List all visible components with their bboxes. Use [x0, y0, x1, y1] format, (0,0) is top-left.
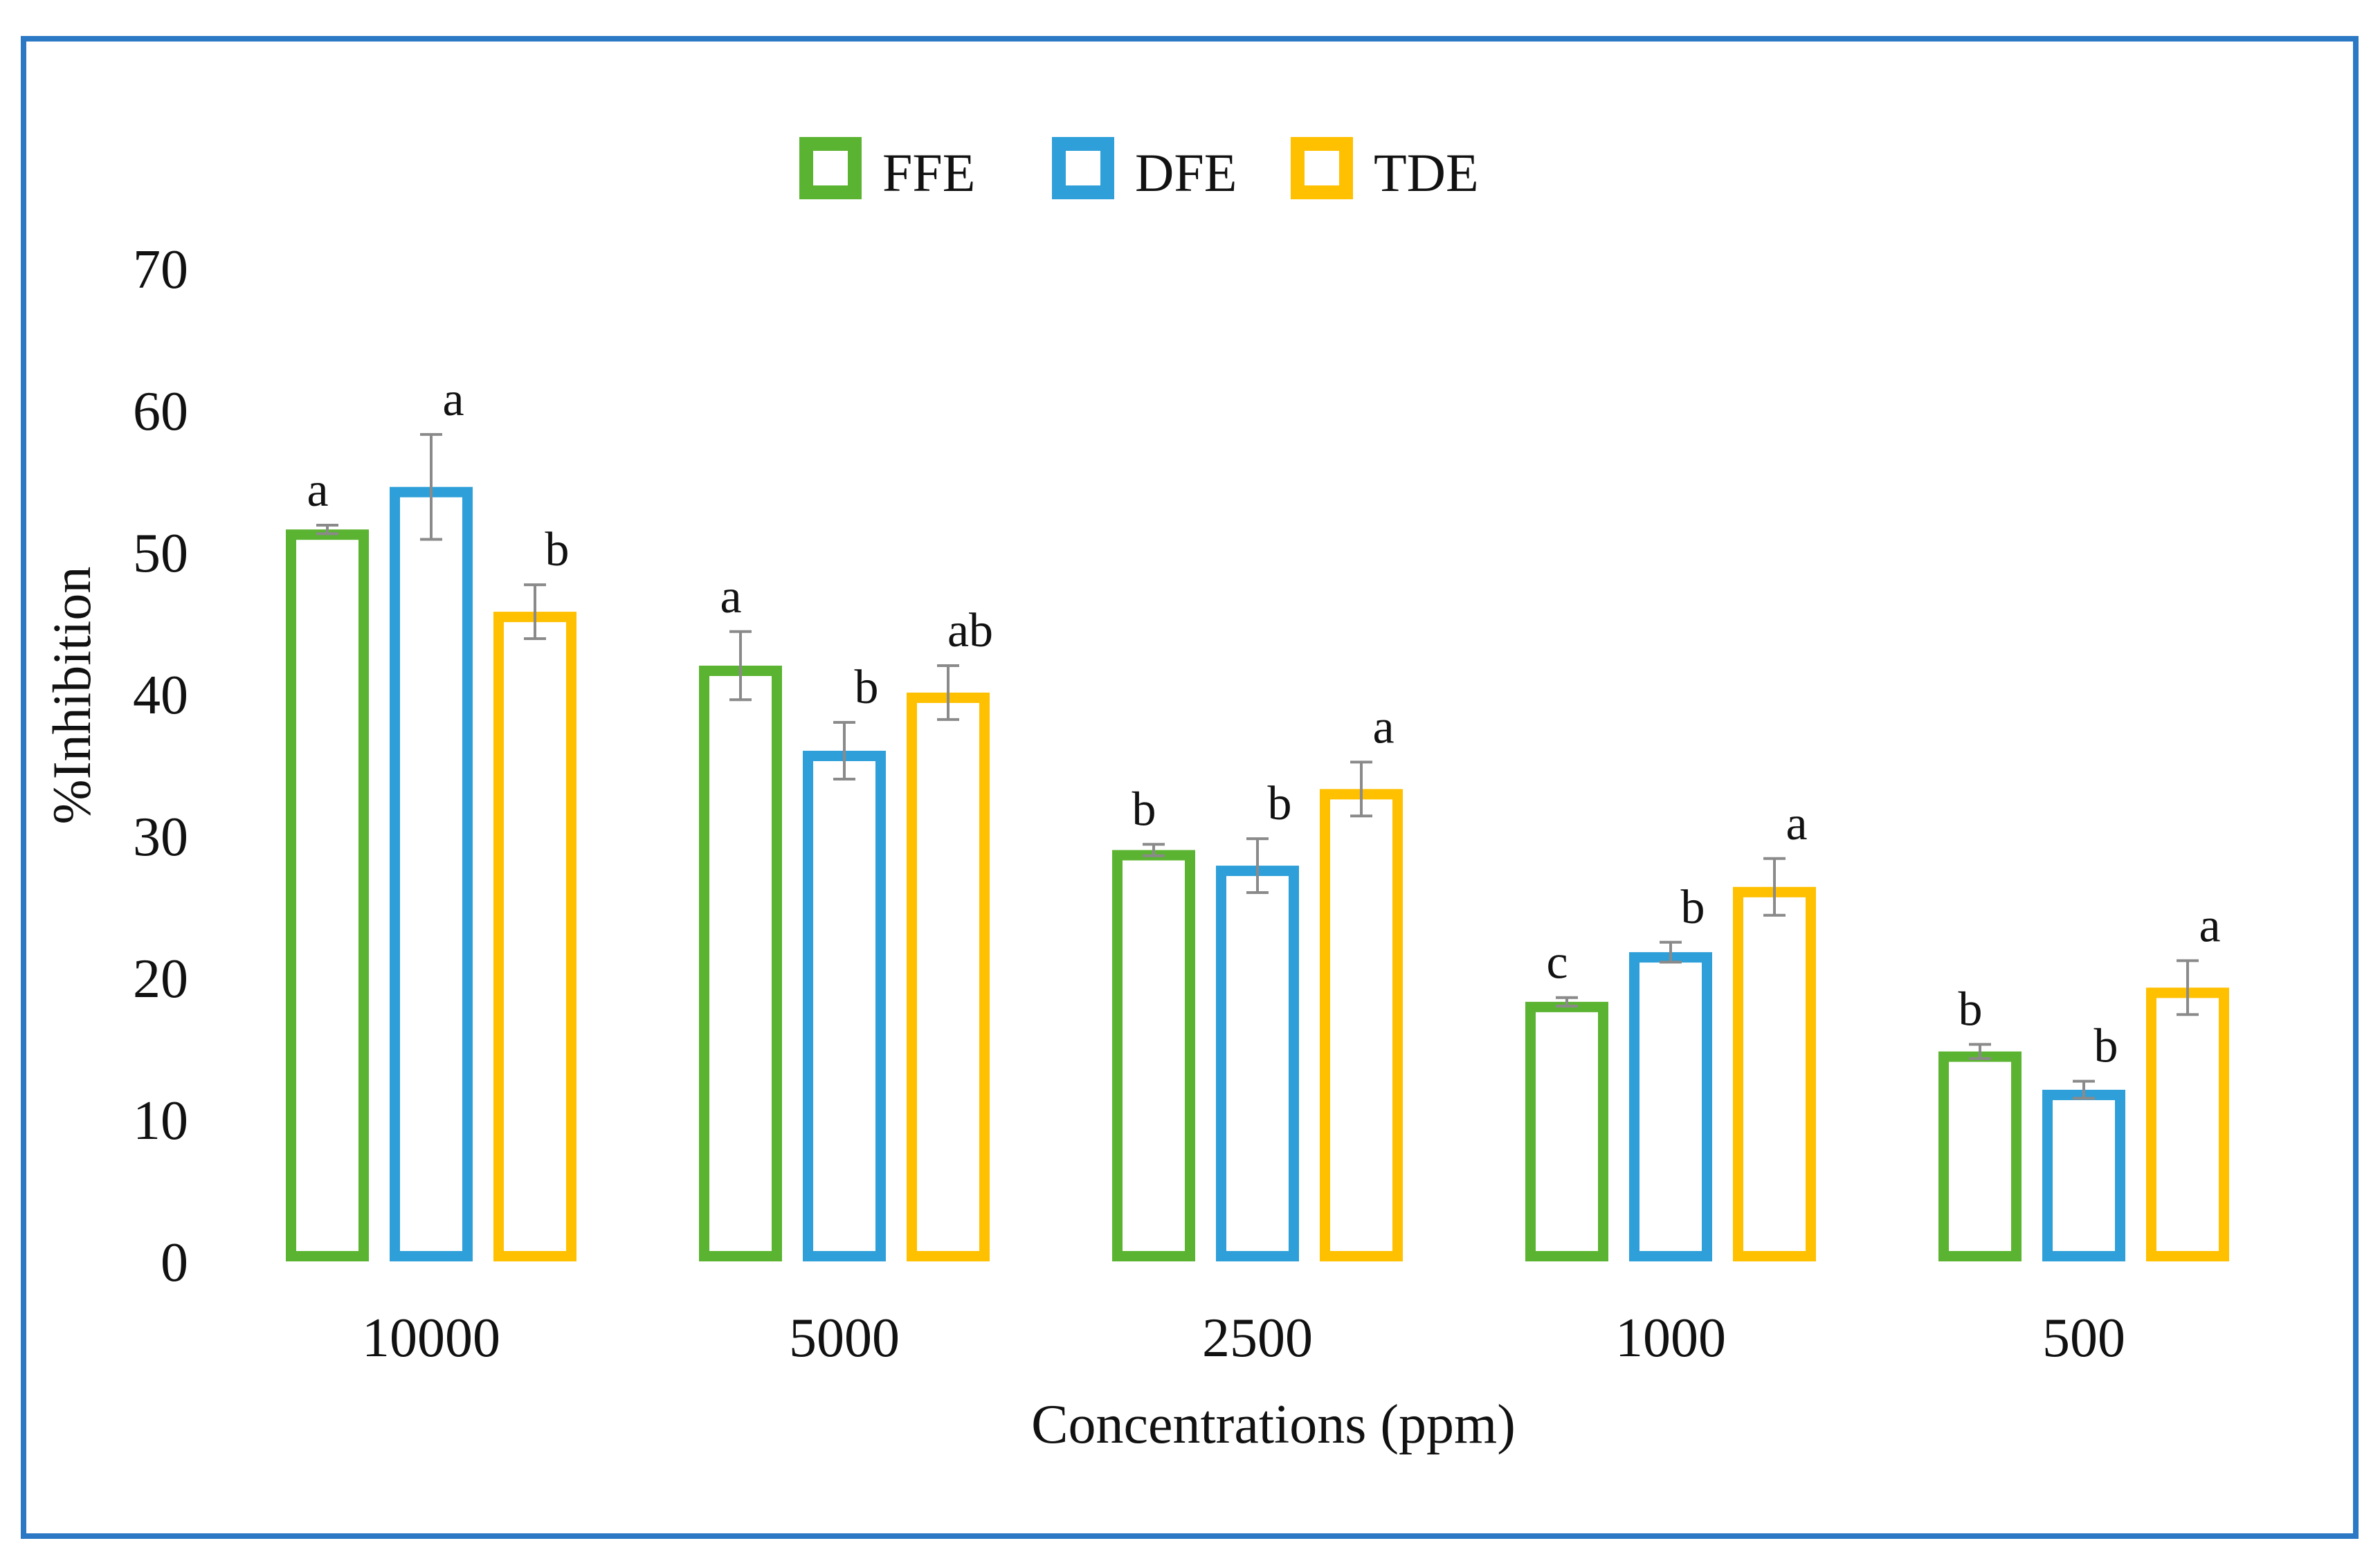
- bar: [699, 666, 782, 1261]
- bar: [1320, 789, 1403, 1261]
- legend-swatch: [1052, 137, 1114, 199]
- x-tick-label: 5000: [789, 1308, 900, 1369]
- y-tick-label: 30: [133, 807, 188, 868]
- y-tick-label: 10: [133, 1090, 188, 1151]
- significance-label: b: [2094, 1020, 2118, 1073]
- y-tick-label: 50: [133, 523, 188, 584]
- legend-label: DFE: [1135, 143, 1237, 203]
- bar: [1733, 886, 1816, 1262]
- bar: [2146, 987, 2229, 1261]
- error-bar: [1246, 837, 1269, 894]
- error-bar: [524, 583, 546, 641]
- error-bar: [729, 630, 752, 702]
- bar: [286, 529, 369, 1262]
- x-tick-label: 500: [2042, 1308, 2125, 1369]
- bar: [390, 486, 473, 1262]
- significance-label: a: [442, 373, 464, 426]
- x-tick-label: 1000: [1615, 1308, 1726, 1369]
- legend-item-ffe: FFE: [799, 137, 975, 203]
- legend-label: FFE: [882, 143, 975, 203]
- significance-label: b: [1132, 783, 1156, 836]
- significance-label: c: [1546, 936, 1568, 989]
- significance-label: a: [1786, 797, 1807, 850]
- error-bar: [937, 664, 959, 721]
- y-tick-label: 70: [133, 239, 188, 300]
- error-bar: [420, 432, 442, 541]
- bar: [1112, 850, 1195, 1261]
- x-tick-label: 2500: [1202, 1308, 1313, 1369]
- legend: FFE DFE TDE: [799, 137, 1479, 203]
- error-bar: [1763, 857, 1786, 917]
- bar: [907, 692, 990, 1261]
- error-bar: [316, 524, 338, 536]
- error-bar: [2073, 1079, 2095, 1100]
- error-bar: [1556, 996, 1578, 1007]
- error-bar: [833, 721, 855, 780]
- bar: [803, 751, 886, 1261]
- legend-swatch: [799, 137, 862, 199]
- x-axis-label: Concentrations (ppm): [1031, 1394, 1516, 1455]
- y-tick-label: 40: [133, 665, 188, 726]
- error-bar: [1660, 940, 1682, 964]
- significance-label: b: [1268, 777, 1292, 830]
- y-tick-label: 20: [133, 949, 188, 1010]
- bar: [493, 612, 576, 1261]
- legend-item-tde: TDE: [1291, 137, 1479, 203]
- significance-label: b: [1959, 983, 1983, 1036]
- y-axis-label: %Inhibition: [42, 567, 102, 825]
- error-bar: [2177, 959, 2199, 1016]
- significance-label: a: [2199, 899, 2220, 952]
- error-bar: [1969, 1043, 1991, 1060]
- legend-label: TDE: [1374, 143, 1479, 203]
- significance-label: ab: [947, 604, 993, 657]
- significance-label: b: [545, 523, 570, 576]
- y-tick-label: 0: [161, 1232, 188, 1293]
- x-tick-label: 10000: [362, 1308, 500, 1369]
- significance-label: a: [307, 464, 328, 517]
- legend-swatch: [1291, 137, 1353, 199]
- bar: [1629, 952, 1712, 1261]
- error-bar: [1143, 843, 1165, 857]
- bar: [2042, 1089, 2125, 1261]
- legend-item-dfe: DFE: [1052, 137, 1237, 203]
- error-bar: [1350, 760, 1372, 818]
- significance-label: a: [1372, 700, 1394, 754]
- bar: [1525, 1001, 1608, 1261]
- y-tick-label: 60: [133, 381, 188, 442]
- significance-label: b: [855, 661, 879, 714]
- significance-label: a: [720, 570, 741, 623]
- x-axis: 10000 5000 2500 1000 500: [362, 1308, 2125, 1369]
- significance-label: b: [1681, 881, 1705, 934]
- bar: [1938, 1051, 2022, 1261]
- y-axis: 0 10 20 30 40 50 60 70: [133, 239, 188, 1293]
- bar: [1216, 866, 1299, 1262]
